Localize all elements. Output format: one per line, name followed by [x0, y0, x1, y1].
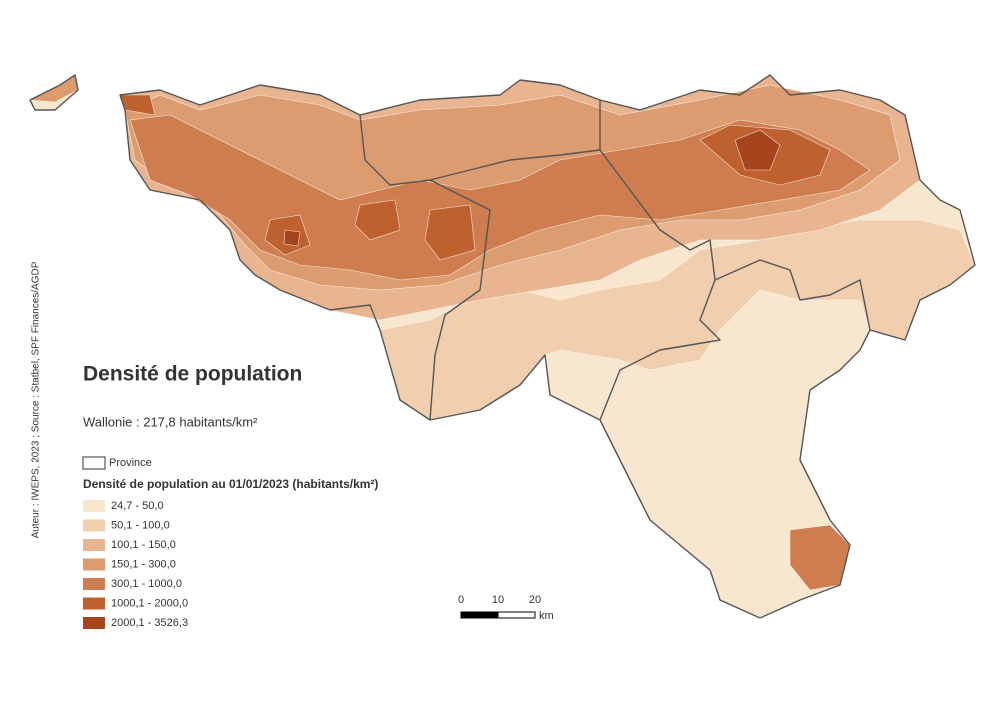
map-title: Densité de population: [83, 363, 302, 386]
scale-segment: [497, 611, 536, 619]
legend-swatch: [83, 539, 105, 551]
map: [28, 74, 976, 619]
scale-frame: [460, 611, 536, 619]
legend-label: 100,1 - 150,0: [111, 539, 176, 551]
legend-swatch: [83, 558, 105, 571]
legend-swatch: [83, 519, 105, 532]
region: [129, 114, 871, 281]
region: [283, 129, 781, 247]
province-border: [29, 74, 79, 111]
legend: Province Densité de population au 01/01/…: [82, 456, 378, 629]
credit: Auteur : IWEPS, 2023 ; Source : Statbel,…: [31, 261, 42, 538]
legend-label: 300,1 - 1000,0: [111, 578, 182, 590]
legend-label: Province: [109, 457, 152, 469]
legend-swatch: [83, 597, 105, 610]
province-border: [119, 74, 976, 619]
scale-segment: [461, 612, 498, 618]
legend-label: 50,1 - 100,0: [111, 519, 170, 531]
legend-label: 24,7 - 50,0: [111, 500, 164, 512]
legend-swatch: [83, 617, 105, 629]
legend-swatch: [83, 578, 105, 590]
region: [119, 94, 831, 261]
scale-label: 10: [492, 594, 504, 606]
legend-swatch: [83, 500, 105, 512]
legend-label: 2000,1 - 3526,3: [111, 617, 188, 629]
province-border: [714, 259, 871, 331]
scale-bar: 0 10 20 km: [458, 594, 554, 622]
scale-label: 20: [529, 594, 541, 606]
province-swatch: [82, 456, 106, 470]
subtitle: Wallonie : 217,8 habitants/km²: [83, 414, 258, 429]
scale-unit: km: [539, 610, 554, 622]
legend-heading: Densité de population au 01/01/2023 (hab…: [83, 477, 378, 491]
scale-label: 0: [458, 594, 464, 606]
legend-label: 150,1 - 300,0: [111, 558, 176, 570]
province-border: [429, 100, 601, 181]
province-border: [359, 114, 491, 421]
legend-label: 1000,1 - 2000,0: [111, 597, 188, 609]
